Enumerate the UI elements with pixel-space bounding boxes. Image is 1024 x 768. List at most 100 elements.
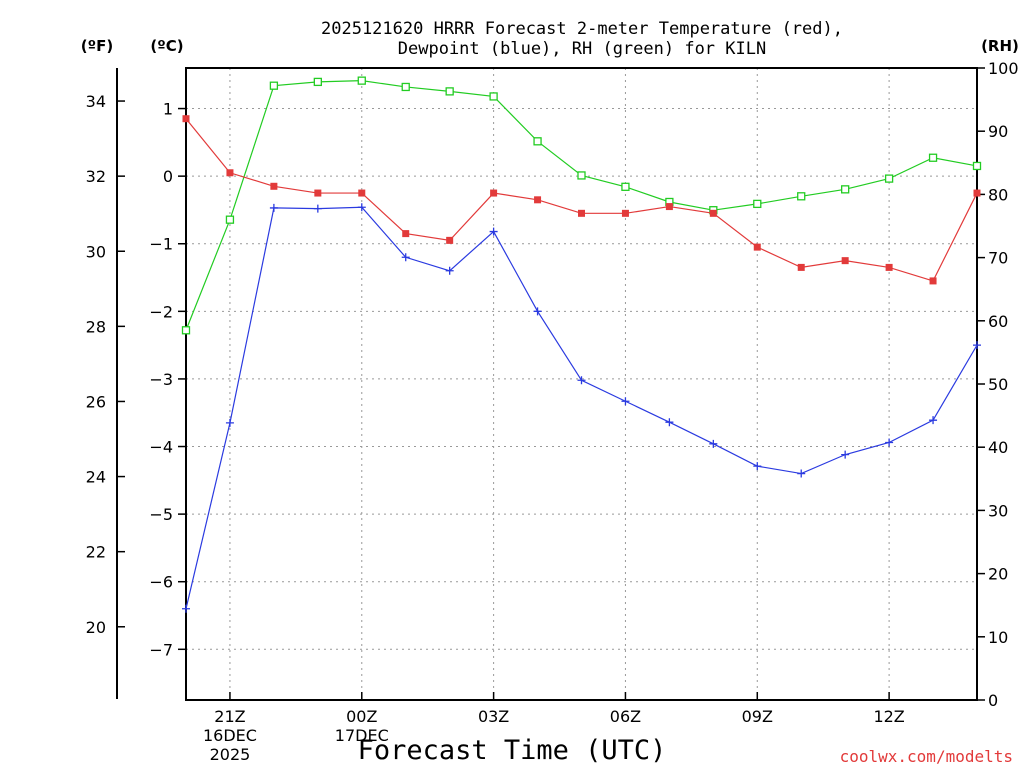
- temperature-point: [621, 209, 629, 217]
- dewpoint-point: [489, 227, 498, 236]
- rh-point: [577, 171, 586, 180]
- series-rh: [181, 76, 982, 335]
- dewpoint-point: [401, 253, 410, 262]
- celsius-unit-label: (ºC): [150, 37, 183, 55]
- dewpoint-point: [665, 418, 674, 427]
- temperature-point: [885, 263, 893, 271]
- chart-title-line-1: 2025121620 HRRR Forecast 2-meter Tempera…: [321, 19, 843, 39]
- time-tick-label: 12Z: [873, 707, 904, 726]
- rh-tick-label: 40: [988, 438, 1008, 457]
- rh-point: [884, 174, 894, 183]
- x-axis-title: Forecast Time (UTC): [358, 735, 667, 766]
- temperature-point: [973, 189, 981, 197]
- rh-point: [841, 185, 850, 194]
- fahrenheit-axis: 34 32 30 28 26 24 22 20: [86, 92, 125, 637]
- data-series: [181, 76, 982, 613]
- fahrenheit-tick-label: 22: [86, 543, 106, 562]
- fahrenheit-tick-label: 26: [86, 392, 106, 411]
- rh-point: [357, 76, 366, 85]
- dewpoint-point: [885, 438, 894, 447]
- rh-tick-label: 60: [988, 312, 1008, 331]
- dewpoint-point: [182, 604, 190, 613]
- rh-tick-label: 20: [988, 565, 1008, 584]
- temperature-point: [841, 257, 849, 265]
- temperature-point: [665, 203, 673, 211]
- time-tick-label: 17DEC: [335, 726, 389, 745]
- dewpoint-point: [621, 397, 630, 406]
- celsius-tick-label: 0: [163, 167, 173, 186]
- credit-link[interactable]: coolwx.com/modelts: [840, 747, 1013, 766]
- dewpoint-point: [445, 266, 454, 275]
- rh-point: [225, 215, 235, 224]
- temperature-point: [929, 277, 937, 285]
- rh-unit-label: (RH): [981, 37, 1019, 55]
- rh-tick-label: 30: [988, 501, 1008, 520]
- time-tick-label: 21Z: [214, 707, 245, 726]
- temperature-point: [402, 230, 410, 238]
- dewpoint-point: [753, 462, 762, 471]
- fahrenheit-tick-label: 28: [86, 317, 106, 336]
- temperature-point: [797, 263, 805, 271]
- time-tick-label: 16DEC: [203, 726, 257, 745]
- rh-point: [489, 92, 498, 101]
- rh-point: [401, 82, 410, 92]
- rh-point: [313, 77, 322, 87]
- dewpoint-point: [225, 418, 234, 427]
- rh-point: [445, 87, 454, 96]
- temperature-point: [490, 189, 498, 197]
- rh-tick-label: 80: [988, 185, 1008, 204]
- dewpoint-point: [973, 341, 981, 350]
- temperature-point: [182, 115, 190, 123]
- rh-point: [621, 182, 630, 191]
- temperature-line: [185, 118, 978, 282]
- dewpoint-point: [533, 307, 542, 316]
- dewpoint-line: [185, 206, 978, 609]
- rh-point: [753, 199, 762, 209]
- celsius-tick-label: −3: [149, 370, 173, 389]
- temperature-point: [358, 189, 366, 197]
- time-tick-label: 06Z: [610, 707, 641, 726]
- rh-tick-label: 90: [988, 122, 1008, 141]
- celsius-tick-label: 1: [163, 100, 173, 119]
- temperature-point: [753, 243, 761, 251]
- dewpoint-point: [577, 376, 586, 385]
- time-tick-label: 03Z: [478, 707, 509, 726]
- temperature-point: [709, 209, 717, 217]
- temperature-point: [446, 236, 454, 244]
- celsius-axis: 1 0 −1 −2 −3 −4 −5 −6 −7: [149, 100, 186, 659]
- dewpoint-point: [929, 416, 938, 425]
- dewpoint-point: [269, 203, 278, 212]
- rh-tick-label: 0: [988, 691, 998, 710]
- rh-point: [533, 137, 542, 146]
- fahrenheit-tick-label: 20: [86, 618, 106, 637]
- chart-title-line-2: Dewpoint (blue), RH (green) for KILN: [398, 39, 766, 59]
- dewpoint-point: [357, 203, 366, 212]
- fahrenheit-unit-label: (ºF): [81, 37, 113, 55]
- celsius-tick-label: −6: [149, 573, 173, 592]
- dewpoint-point: [841, 450, 850, 459]
- celsius-tick-label: −5: [149, 505, 173, 524]
- time-tick-label: 09Z: [742, 707, 773, 726]
- dewpoint-point: [797, 469, 806, 478]
- rh-point: [269, 81, 279, 90]
- temperature-point: [534, 196, 542, 204]
- time-tick-label: 00Z: [346, 707, 377, 726]
- rh-point: [972, 161, 982, 171]
- rh-tick-label: 50: [988, 375, 1008, 394]
- rh-point: [797, 192, 806, 201]
- rh-tick-label: 100: [988, 59, 1019, 78]
- series-temperature: [182, 115, 981, 285]
- rh-tick-label: 10: [988, 628, 1008, 647]
- dewpoint-point: [709, 439, 718, 448]
- temperature-point: [226, 169, 234, 177]
- temperature-point: [578, 209, 585, 217]
- fahrenheit-tick-label: 24: [86, 468, 106, 487]
- temperature-point: [270, 182, 278, 190]
- fahrenheit-tick-label: 32: [86, 167, 106, 186]
- celsius-tick-label: −4: [149, 438, 173, 457]
- rh-line: [185, 80, 978, 331]
- time-tick-label: 2025: [210, 745, 251, 764]
